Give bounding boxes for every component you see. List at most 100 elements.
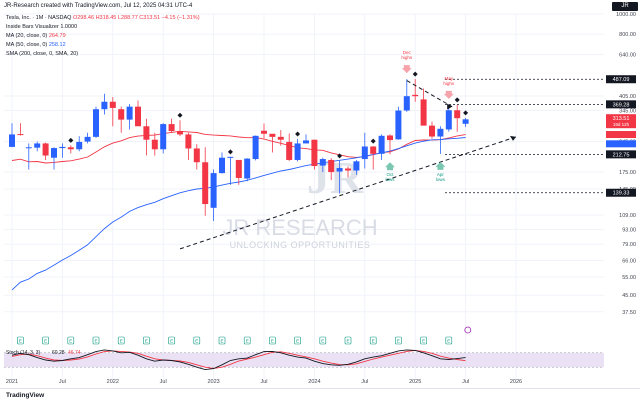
candle-body xyxy=(185,134,192,149)
candle-body xyxy=(286,141,293,160)
earnings-marker xyxy=(269,336,276,345)
candle-body xyxy=(42,143,49,156)
annotation-label: Dec xyxy=(403,50,412,55)
candle-body xyxy=(437,128,444,137)
stoch-d-value: 46.74 xyxy=(68,350,81,356)
earnings-marker xyxy=(92,336,100,345)
inside-bar-marker xyxy=(227,149,233,155)
y-tick-label: 640.00 xyxy=(619,52,636,58)
legend-ma50-row[interactable]: MA (50, close, 0) 258.12 xyxy=(6,41,200,50)
legend-symbol-row: Tesla, Inc. · 1M · NASDAQ O298.46 H318.4… xyxy=(6,14,200,23)
candle-body xyxy=(277,136,284,140)
candle-body xyxy=(219,157,225,174)
price-levels xyxy=(445,78,604,194)
inside-bar-marker xyxy=(295,131,301,137)
candle-body xyxy=(328,159,335,173)
x-tick-label: 2026 xyxy=(510,379,522,385)
earnings-marker-letter: E xyxy=(271,339,274,344)
y-tick-label: 405.00 xyxy=(619,94,636,100)
candle-body xyxy=(17,134,24,136)
candle-body xyxy=(370,146,377,154)
y-tick-label: 175.00 xyxy=(619,170,636,176)
earnings-marker-letter: E xyxy=(19,339,22,344)
annotation-label: Apr xyxy=(437,172,445,177)
earnings-marker-letter: E xyxy=(422,339,425,344)
inside-bar-marker xyxy=(177,112,183,118)
legend-sma200-label: SMA (200, close, 0, SMA, 20) xyxy=(6,51,79,57)
stoch-label: Stoch (14, 3, 3) xyxy=(6,350,41,356)
earnings-marker-letter: E xyxy=(246,339,249,344)
y-tick-label: 345.00 xyxy=(619,109,636,115)
legend-ma50-value: 258.12 xyxy=(48,42,66,48)
candle-body xyxy=(303,140,309,144)
candle-body xyxy=(202,162,209,205)
legend-ma20-row[interactable]: MA (20, close, 0) 264.79 xyxy=(6,32,200,41)
earnings-marker-letter: E xyxy=(296,339,299,344)
inside-bar-marker xyxy=(68,137,74,143)
candle-body xyxy=(387,135,393,141)
earnings-marker-letter: E xyxy=(44,339,47,344)
x-tick-label: Jul xyxy=(361,379,368,385)
candle-body xyxy=(261,130,267,134)
candle-body xyxy=(378,135,385,154)
candle-body xyxy=(25,147,32,149)
candle-body xyxy=(109,101,116,108)
earnings-marker xyxy=(42,336,49,345)
level-tag-label: 487.09 xyxy=(613,77,630,83)
author-logo: JR xyxy=(612,2,638,11)
candle-body xyxy=(101,101,108,110)
y-tick-label: 55.00 xyxy=(622,275,636,281)
x-tick-label: Jul xyxy=(260,379,267,385)
earnings-marker xyxy=(67,336,75,345)
earnings-marker xyxy=(294,336,301,345)
last-price-tag-bg xyxy=(606,114,636,129)
candle-body xyxy=(319,159,326,166)
candle-body xyxy=(462,119,469,124)
annotation-label: lows xyxy=(385,177,395,182)
earnings-marker-letter: E xyxy=(145,339,148,344)
candle-body xyxy=(420,99,427,126)
x-tick-label: 2021 xyxy=(6,379,18,385)
candle-body xyxy=(311,139,318,167)
candle-body xyxy=(76,141,83,150)
legend-ohlc: O298.46 H318.45 L288.77 C313.51 −4.15 (−… xyxy=(72,15,200,21)
candle-body xyxy=(429,125,435,137)
legend-inside-row[interactable]: Inside Bars Visualizer 1.0000 xyxy=(6,23,200,32)
earnings-marker-letter: E xyxy=(372,339,375,344)
x-tick-label: Jul xyxy=(462,379,469,385)
watermark-subtitle: UNLOCKING OPPORTUNITIES xyxy=(230,240,371,250)
inside-bar-marker xyxy=(337,153,343,159)
y-tick-label: 37.50 xyxy=(622,310,636,316)
earnings-marker xyxy=(344,336,352,345)
candle-body xyxy=(269,133,276,137)
inside-bar-markers xyxy=(68,71,469,159)
earnings-marker-letter: E xyxy=(346,339,349,344)
annotation-arrow-up xyxy=(385,162,395,171)
legend-inside-value: 1.0000 xyxy=(60,24,78,30)
candle-body xyxy=(345,168,351,171)
candle-body xyxy=(51,148,57,158)
earnings-marker xyxy=(193,336,201,345)
stoch-band xyxy=(4,352,604,368)
candle-body xyxy=(93,109,99,137)
candle-body xyxy=(227,156,234,158)
y-tick-label: 45.00 xyxy=(622,293,636,299)
candle-body xyxy=(193,148,200,163)
price-axis[interactable]: 1000.00800.00640.00405.00345.00245.00175… xyxy=(606,12,636,316)
earnings-marker-letter: E xyxy=(447,339,450,344)
annotation-arrow-up xyxy=(435,161,446,170)
earnings-marker xyxy=(218,336,226,345)
candle-body xyxy=(244,158,251,179)
time-axis[interactable]: 2021 Jul 2022 Jul 2023 Jul 2024 Jul 2025 Jul 2026 xyxy=(6,379,522,385)
candle-body xyxy=(9,134,15,147)
legend-ma20-label: MA (20, close, 0) xyxy=(6,33,48,39)
candle-body xyxy=(252,135,259,160)
last-price-countdown: 19d 12h xyxy=(613,122,630,127)
candle-body xyxy=(210,173,217,208)
candle-body xyxy=(143,126,150,140)
annotation-arrow-down xyxy=(401,65,412,74)
legend-sma200-row[interactable]: SMA (200, close, 0, SMA, 20) xyxy=(6,50,200,59)
candle-body xyxy=(412,94,419,97)
